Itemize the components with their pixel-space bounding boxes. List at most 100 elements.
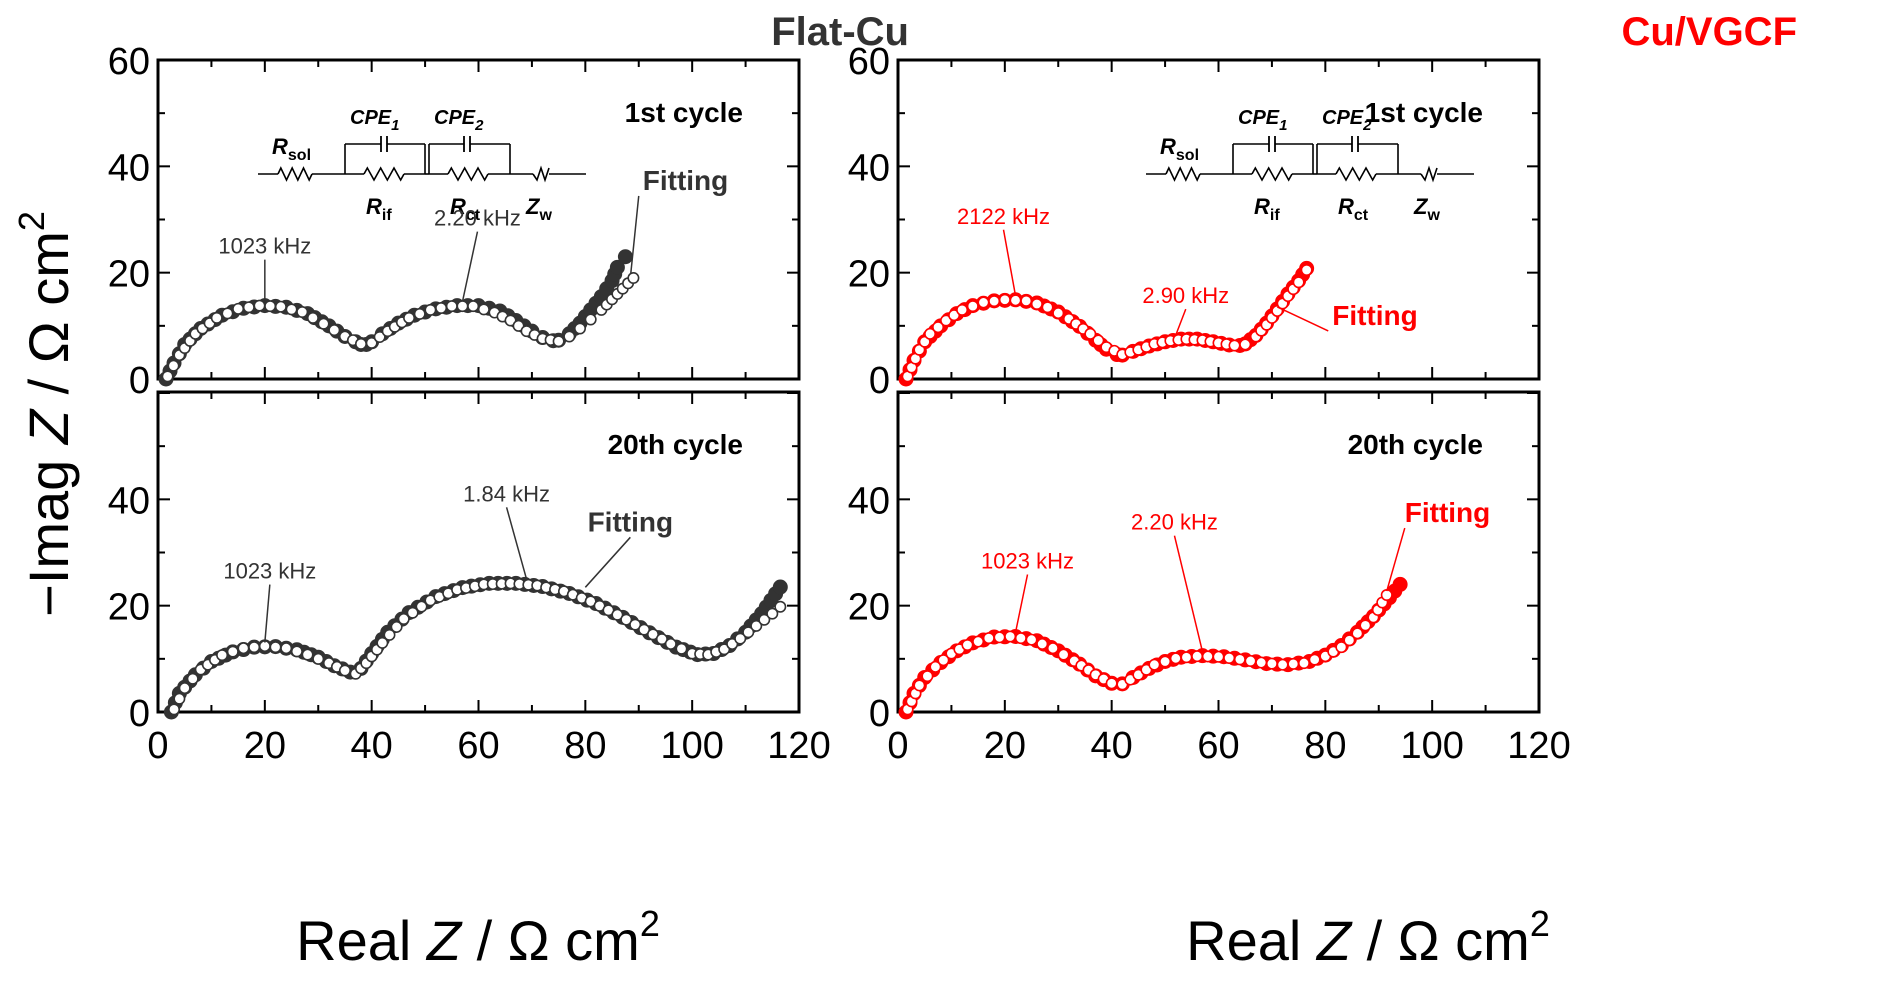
data-point	[675, 642, 688, 655]
y-tick-label: 40	[108, 480, 150, 522]
y-axis-label-sup: 2	[11, 211, 52, 231]
data-point	[456, 300, 469, 313]
warburg-symbol	[1420, 165, 1438, 183]
fitting-annotation: Fitting	[1276, 300, 1418, 332]
circuit-label-main: CPE	[434, 107, 476, 129]
annotation-leader	[505, 507, 528, 580]
y-tick-label: 40	[848, 480, 890, 522]
circuit-label: CPE2	[434, 107, 484, 134]
data-point	[296, 306, 309, 319]
series-open	[901, 589, 1393, 716]
data-point	[406, 606, 419, 619]
data-point	[1297, 657, 1310, 670]
circuit-label-sub: ct	[466, 207, 481, 224]
data-point	[977, 296, 990, 309]
data-point	[609, 259, 625, 275]
frequency-annotation: 1023 kHz	[981, 549, 1074, 633]
data-point	[1380, 589, 1393, 602]
data-point	[397, 612, 410, 625]
series-filled	[898, 260, 1315, 387]
data-point	[467, 300, 480, 313]
data-point	[1052, 307, 1065, 320]
data-point	[317, 317, 330, 330]
data-point	[1084, 327, 1097, 340]
circuit-label-main: R	[366, 194, 382, 219]
annotation-text: Fitting	[588, 506, 674, 537]
data-point	[269, 641, 282, 654]
warburg-symbol	[532, 165, 550, 183]
annotation-leader	[584, 536, 631, 588]
data-point	[961, 639, 974, 652]
data-point	[1335, 641, 1348, 654]
circuit-label-sub: if	[1270, 207, 1280, 224]
y-tick-label: 0	[129, 360, 150, 402]
y-tick-label: 20	[108, 254, 150, 296]
data-point	[415, 600, 428, 613]
data-point	[1287, 657, 1300, 670]
data-point	[1020, 294, 1033, 307]
data-point	[940, 314, 953, 327]
data-point	[1180, 651, 1193, 664]
panel-subtitle: 1st cycle	[625, 97, 743, 128]
data-point	[1255, 656, 1268, 669]
data-point	[1292, 276, 1305, 289]
data-point	[312, 652, 325, 665]
data-point	[1265, 657, 1278, 670]
y-axis-label-prefix: −Imag	[17, 444, 80, 617]
resistor-symbol	[447, 166, 489, 182]
panel-subtitle: 1st cycle	[1365, 97, 1483, 128]
data-point	[1159, 655, 1172, 668]
data-point	[629, 618, 642, 631]
data-point	[167, 359, 180, 372]
resistor-symbol	[363, 166, 405, 182]
data-point	[1148, 658, 1161, 671]
circuit-label: Rsol	[272, 134, 311, 164]
circuit-label: Rsol	[1160, 134, 1199, 164]
data-point	[248, 641, 261, 654]
data-point	[512, 319, 525, 332]
y-tick-label: 20	[848, 587, 890, 629]
data-point	[584, 313, 597, 326]
annotation-text: 2.20 kHz	[1131, 510, 1218, 535]
fitting-annotation: Fitting	[584, 506, 674, 588]
data-point	[1239, 338, 1252, 351]
x-axis-label-right-unit: / Ω cm	[1351, 909, 1530, 972]
y-tick-label: 60	[108, 41, 150, 83]
data-point	[1057, 648, 1070, 661]
circuit-label-sub: sol	[288, 147, 311, 164]
annotation-text: 2.20 kHz	[434, 206, 521, 231]
data-point	[306, 311, 319, 324]
data-point	[774, 600, 787, 613]
data-point	[1351, 627, 1364, 640]
x-tick-label: 80	[564, 725, 606, 767]
circuit-label: CPE1	[1238, 107, 1287, 134]
resistor-symbol	[277, 166, 313, 182]
data-point	[216, 649, 229, 662]
frequency-annotation: 2.90 kHz	[1142, 283, 1229, 336]
resistor-symbol	[1251, 166, 1293, 182]
data-point	[1169, 652, 1182, 665]
x-axis-label-right-sup: 2	[1530, 903, 1550, 944]
data-point	[726, 637, 739, 650]
circuit-label-main: R	[1160, 134, 1176, 159]
x-tick-label: 60	[457, 725, 499, 767]
data-point	[929, 660, 942, 673]
x-tick-label: 100	[660, 725, 723, 767]
data-point	[221, 307, 234, 320]
annotation-leader	[1173, 535, 1204, 652]
data-point	[924, 327, 937, 340]
data-point	[563, 330, 576, 343]
annotation-text: Fitting	[1332, 300, 1418, 331]
data-point	[424, 303, 437, 316]
x-tick-label: 120	[1507, 725, 1570, 767]
data-point	[264, 300, 277, 313]
data-point	[1300, 264, 1313, 277]
circuit-label-sub: 2	[474, 117, 484, 134]
data-point	[1030, 298, 1043, 311]
data-point	[611, 608, 624, 621]
data-point	[655, 633, 668, 646]
data-point	[383, 628, 396, 641]
x-axis-label-left: Real Z / Ω cm2	[296, 903, 660, 972]
